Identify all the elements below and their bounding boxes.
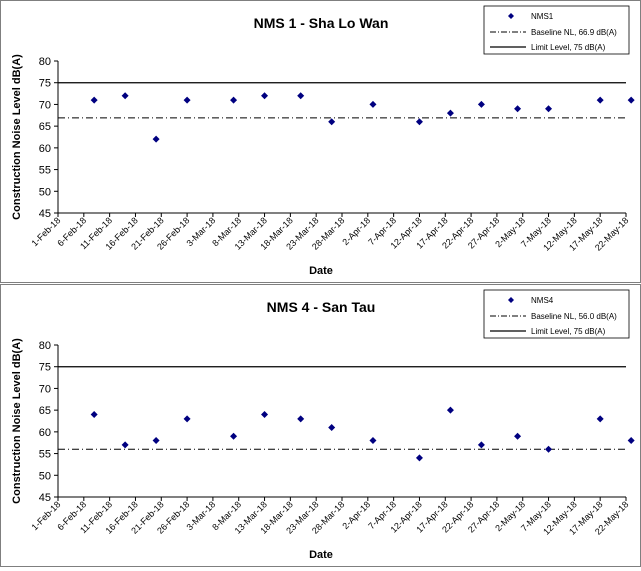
data-point-nms1-11 [477, 100, 485, 108]
data-point-nms4-4 [230, 432, 238, 440]
data-point-nms1-0 [90, 96, 98, 104]
data-point-nms4-14 [596, 415, 604, 423]
y-tick-label: 80 [39, 56, 51, 68]
y-tick-label: 75 [39, 362, 51, 374]
chart-nms1: NMS 1 - Sha Lo Wan NMS1 Baseline NL, 66.9 … [11, 5, 635, 277]
data-point-nms4-2 [152, 437, 160, 445]
data-point-nms1-10 [446, 109, 454, 117]
chart-panel-nms4: NMS 4 - San Tau NMS4 Baseline NL, 56.0 dB(… [0, 284, 641, 567]
data-point-nms4-10 [446, 406, 454, 414]
data-point-nms1-9 [415, 118, 423, 126]
data-point-nms1-7 [328, 118, 336, 126]
y-tick-label: 65 [39, 121, 51, 133]
data-point-nms4-1 [121, 441, 129, 449]
data-point-nms1-15 [627, 96, 635, 104]
legend-label: Baseline NL, 56.0 dB(A) [531, 312, 617, 321]
y-tick-label: 50 [39, 470, 51, 482]
data-point-nms1-8 [369, 100, 377, 108]
legend-label: Limit Level, 75 dB(A) [531, 43, 606, 52]
y-tick-label: 55 [39, 449, 51, 461]
y-axis-title: Construction Noise Level dB(A) [11, 54, 23, 220]
data-point-nms1-3 [183, 96, 191, 104]
data-point-nms1-4 [230, 96, 238, 104]
y-tick-label: 60 [39, 427, 51, 439]
chart-nms4: NMS 4 - San Tau NMS4 Baseline NL, 56.0 dB(… [11, 289, 635, 561]
y-tick-label: 65 [39, 405, 51, 417]
y-tick-label: 45 [39, 492, 51, 504]
data-point-nms4-0 [90, 410, 98, 418]
data-point-nms4-8 [369, 437, 377, 445]
data-point-nms1-13 [545, 105, 553, 113]
data-point-nms4-6 [297, 415, 305, 423]
legend-box [483, 289, 630, 339]
legend: NMS1 Baseline NL, 66.9 dB(A) Limit Level, … [483, 5, 630, 55]
y-tick-label: 45 [39, 208, 51, 220]
legend-label: NMS1 [531, 12, 554, 21]
data-point-nms1-1 [121, 92, 129, 100]
legend-label: Limit Level, 75 dB(A) [531, 327, 606, 336]
data-point-nms4-3 [183, 415, 191, 423]
data-point-nms1-2 [152, 135, 160, 143]
chart-title: NMS 1 - Sha Lo Wan [254, 15, 389, 31]
data-point-nms4-11 [477, 441, 485, 449]
x-axis-title: Date [309, 549, 333, 561]
x-axis-title: Date [309, 265, 333, 277]
data-point-nms1-5 [261, 92, 269, 100]
data-point-nms1-6 [297, 92, 305, 100]
legend-label: Baseline NL, 66.9 dB(A) [531, 28, 617, 37]
y-tick-label: 55 [39, 165, 51, 177]
data-point-nms4-9 [415, 454, 423, 462]
data-point-nms4-15 [627, 437, 635, 445]
data-point-nms1-14 [596, 96, 604, 104]
chart-title: NMS 4 - San Tau [267, 299, 376, 315]
legend-box [483, 5, 630, 55]
y-tick-label: 80 [39, 340, 51, 352]
data-point-nms4-13 [545, 445, 553, 453]
y-tick-label: 60 [39, 143, 51, 155]
y-tick-label: 50 [39, 186, 51, 198]
data-point-nms4-7 [328, 424, 336, 432]
y-tick-label: 70 [39, 383, 51, 395]
legend-marker-NMS4 [508, 297, 514, 303]
data-point-nms4-5 [261, 410, 269, 418]
chart-panel-nms1: NMS 1 - Sha Lo Wan NMS1 Baseline NL, 66.9 … [0, 0, 641, 283]
data-point-nms1-12 [514, 105, 522, 113]
y-axis-title: Construction Noise Level dB(A) [11, 338, 23, 504]
data-point-nms4-12 [514, 432, 522, 440]
y-tick-label: 70 [39, 99, 51, 111]
legend-label: NMS4 [531, 296, 554, 305]
legend: NMS4 Baseline NL, 56.0 dB(A) Limit Level, … [483, 289, 630, 339]
legend-marker-NMS1 [508, 13, 514, 19]
y-tick-label: 75 [39, 78, 51, 90]
